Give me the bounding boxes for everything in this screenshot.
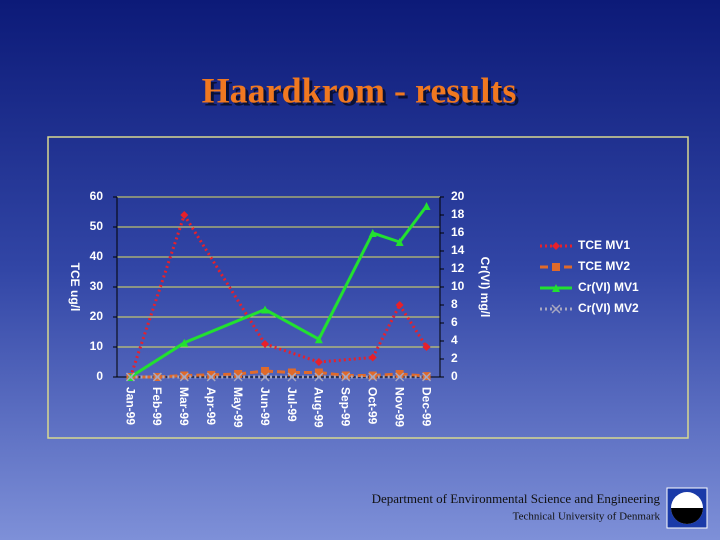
footer-university: Technical University of Denmark <box>513 511 661 523</box>
x-tick-label: Nov-99 <box>392 387 406 427</box>
marker <box>552 242 560 250</box>
y2-axis-label: Cr(VI) mg/l <box>478 257 492 318</box>
x-tick-label: Apr-99 <box>204 387 218 425</box>
marker <box>314 372 324 382</box>
line-segment <box>399 372 427 378</box>
y2-tick-label: 12 <box>451 261 465 275</box>
x-tick-label: Jul-99 <box>285 387 299 422</box>
y-tick-label: 30 <box>90 279 104 293</box>
marker <box>422 343 431 351</box>
marker <box>341 372 351 382</box>
line-segment <box>264 369 293 374</box>
marker <box>395 370 404 378</box>
y-tick-label: 10 <box>90 339 104 353</box>
y2-tick-label: 0 <box>451 369 458 383</box>
marker <box>368 372 378 382</box>
y2-tick-label: 16 <box>451 225 465 239</box>
y2-tick-label: 2 <box>451 351 458 365</box>
legend-label: Cr(VI) MV1 <box>578 280 639 294</box>
logo <box>666 487 708 529</box>
chart-title: Haardkrom - results <box>202 70 517 110</box>
y2-tick-label: 18 <box>451 207 465 221</box>
marker <box>551 304 561 314</box>
marker <box>422 372 432 382</box>
line-segment <box>398 205 428 243</box>
x-tick-label: Oct-99 <box>366 387 380 425</box>
marker <box>206 372 216 382</box>
marker <box>180 338 189 347</box>
marker <box>152 372 162 382</box>
line-segment <box>129 214 186 378</box>
marker <box>314 358 323 366</box>
line-segment <box>318 356 373 364</box>
marker <box>180 211 189 219</box>
marker <box>395 301 404 309</box>
marker <box>207 370 216 379</box>
marker <box>368 353 377 362</box>
line-segment <box>183 308 266 345</box>
y-tick-label: 60 <box>90 189 104 203</box>
marker <box>261 367 270 375</box>
legend-label: TCE MV1 <box>578 238 630 252</box>
marker <box>422 202 431 210</box>
y2-tick-label: 10 <box>451 279 465 293</box>
line-segment <box>372 231 401 244</box>
marker <box>395 238 404 246</box>
x-tick-label: Aug-99 <box>312 387 326 428</box>
y-tick-label: 50 <box>90 219 104 233</box>
marker <box>261 305 270 314</box>
x-tick-label: Jun-99 <box>258 387 272 426</box>
line-segment <box>317 232 375 340</box>
title-shadow: Haardkrom - results <box>205 73 520 113</box>
y2-tick-label: 20 <box>451 189 465 203</box>
x-tick-label: Mar-99 <box>177 387 191 426</box>
marker <box>552 263 560 271</box>
x-tick-label: May-99 <box>231 387 245 428</box>
y-axis-label: TCE ug/l <box>68 263 82 312</box>
marker <box>368 229 377 237</box>
y2-tick-label: 6 <box>451 315 458 329</box>
line-segment <box>372 372 400 377</box>
marker <box>314 335 323 344</box>
y-tick-label: 20 <box>90 309 104 323</box>
marker <box>234 370 243 378</box>
marker <box>125 372 135 382</box>
marker <box>260 372 270 382</box>
line-segment <box>211 372 239 377</box>
y2-tick-label: 8 <box>451 297 458 311</box>
x-tick-label: Dec-99 <box>419 387 433 427</box>
marker <box>395 372 405 382</box>
line-segment <box>157 374 185 379</box>
marker <box>179 372 189 382</box>
marker <box>314 368 323 377</box>
line-segment <box>318 371 346 377</box>
marker <box>552 284 560 292</box>
marker <box>233 372 243 382</box>
chart-frame <box>47 136 689 439</box>
line-segment <box>129 341 186 379</box>
marker <box>261 340 270 348</box>
line-segment <box>184 373 212 377</box>
y2-tick-label: 14 <box>451 243 465 257</box>
x-tick-label: Sep-99 <box>339 387 353 427</box>
line-segment <box>183 214 267 345</box>
legend-label: TCE MV2 <box>578 259 630 273</box>
legend-label: Cr(VI) MV2 <box>578 301 639 315</box>
x-tick-label: Jan-99 <box>123 387 137 425</box>
y2-tick-label: 4 <box>451 333 458 347</box>
chart: 0 10 20 30 40 50 60 0 2 4 6 8 10 12 14 16 18 20 TCE ug/l Cr… <box>68 189 639 428</box>
footer-department: Department of Environmental Science and … <box>372 491 661 506</box>
line-segment <box>264 308 320 341</box>
marker <box>287 368 296 377</box>
line-segment <box>398 304 428 348</box>
x-tick-label: Feb-99 <box>150 387 164 426</box>
y-tick-label: 0 <box>96 369 103 383</box>
y-tick-label: 40 <box>90 249 104 263</box>
marker <box>287 372 297 382</box>
